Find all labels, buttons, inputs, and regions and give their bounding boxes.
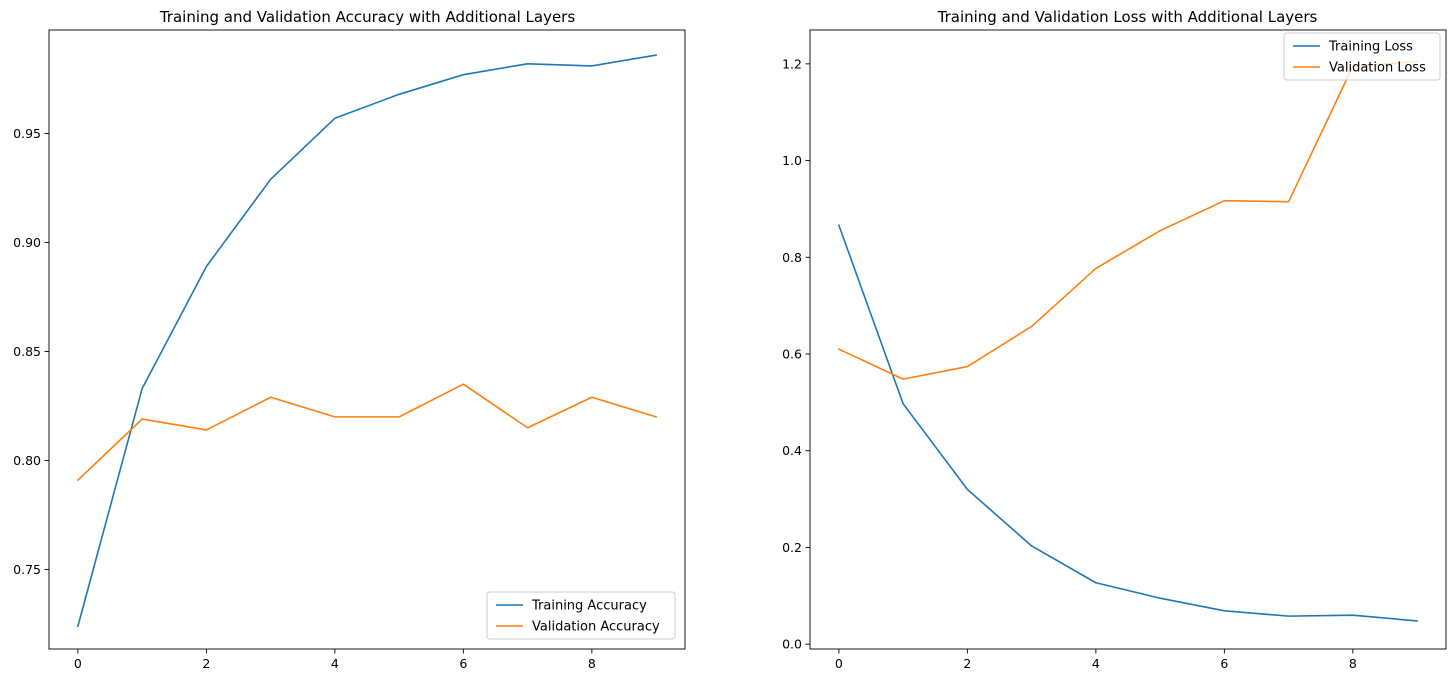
accuracy-chart-series-line-2 [76,383,658,482]
loss-chart-x-tick-label: 6 [1220,656,1228,671]
loss-chart-legend: Training Loss Validation Loss [1283,32,1441,81]
loss-chart-series-line-1 [837,224,1418,622]
loss-chart-x-tick-label: 2 [963,656,971,671]
accuracy-chart-title: Training and Validation Accuracy with Ad… [159,8,576,26]
loss-chart-legend-box [1283,32,1441,81]
accuracy-chart-y-tick-label: 0.95 [13,126,41,141]
accuracy-chart-axes-frame [48,29,686,650]
loss-chart-y-tick-label: 0.4 [782,443,802,458]
accuracy-chart-y-tick-label: 0.80 [13,453,41,468]
accuracy-chart-y-tick-label: 0.85 [13,344,41,359]
loss-chart-x-tick-label: 0 [835,656,843,671]
accuracy-chart-x-tick-label: 4 [331,656,339,671]
loss-chart-y-tick-label: 1.2 [782,56,802,71]
accuracy-chart-x-tick-label: 8 [588,656,596,671]
loss-chart-y-tick-label: 0.8 [782,250,802,265]
accuracy-chart-y-tick-label: 0.75 [13,562,41,577]
accuracy-chart-y-tick-label: 0.90 [13,235,41,250]
accuracy-chart-x-tick-label: 6 [459,656,467,671]
loss-chart-axes-frame [809,29,1447,650]
loss-chart-x-tick-label: 4 [1092,656,1100,671]
loss-chart-legend-label-1: Training Loss [1328,40,1413,55]
loss-chart-series-line-2 [837,60,1418,380]
loss-chart-title: Training and Validation Loss with Additi… [937,8,1318,26]
accuracy-chart: Training and Validation Accuracy with Ad… [13,8,686,671]
accuracy-chart-legend-box [486,591,676,640]
accuracy-chart-legend-label-2: Validation Accuracy [532,620,660,635]
loss-chart-y-tick-label: 0.0 [782,637,802,652]
loss-chart: Training and Validation Loss with Additi… [782,8,1447,671]
accuracy-chart-series-line-1 [76,54,658,628]
loss-chart-y-tick-label: 0.2 [782,540,802,555]
accuracy-chart-legend: Training Accuracy Validation Accuracy [486,591,676,640]
accuracy-chart-legend-label-1: Training Accuracy [531,599,647,614]
loss-chart-y-tick-label: 1.0 [782,153,802,168]
loss-chart-y-tick-label: 0.6 [782,347,802,362]
loss-chart-legend-label-2: Validation Loss [1329,61,1426,76]
accuracy-chart-x-tick-label: 0 [74,656,82,671]
loss-chart-x-tick-label: 8 [1349,656,1357,671]
accuracy-chart-x-tick-label: 2 [202,656,210,671]
